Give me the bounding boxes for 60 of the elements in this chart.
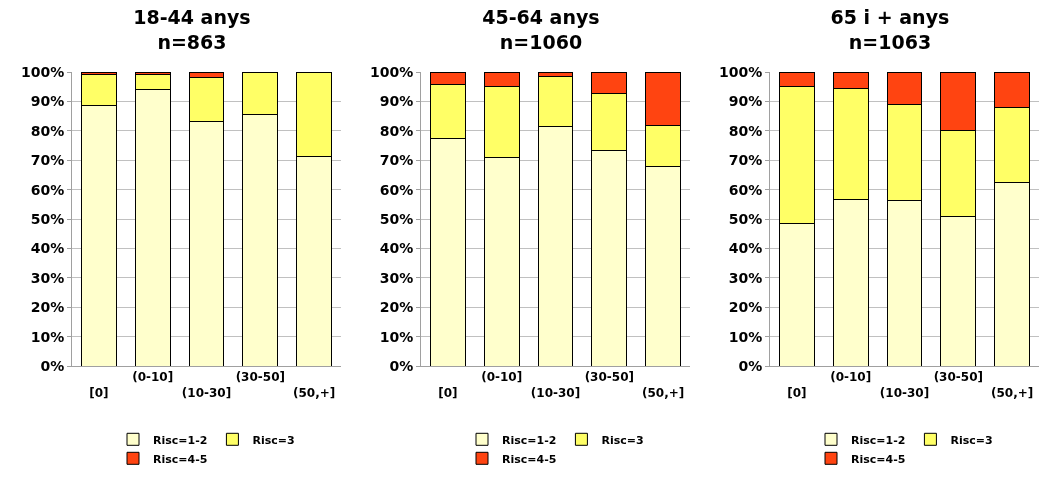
y-tick-label: 70% [728, 152, 763, 169]
y-tick-label: 60% [30, 181, 65, 198]
x-tick-label: [0] [438, 386, 458, 400]
y-tick-label: 60% [728, 181, 763, 198]
y-tick-label: 30% [728, 269, 763, 286]
y-tick-label: 30% [30, 269, 65, 286]
y-tick-label: 80% [728, 122, 763, 139]
y-tick-label: 90% [379, 93, 414, 110]
y-tick-label: 20% [728, 299, 763, 316]
y-tick-label: 80% [379, 122, 414, 139]
x-tick-label: (0-10] [830, 370, 872, 385]
y-tick-label: 100% [20, 63, 65, 80]
y-tick-label: 40% [30, 240, 65, 257]
y-tick-label: 10% [30, 328, 65, 345]
y-tick-label: 70% [379, 152, 414, 169]
legend-label: Risc=4-5 [851, 452, 906, 466]
x-tick-label: (50,+] [990, 386, 1034, 400]
legend-label: Risc=1-2 [502, 433, 557, 447]
x-tick-label: [0] [89, 386, 109, 400]
y-tick-label: 0% [738, 357, 763, 374]
x-tick-label: (10-30] [181, 386, 232, 400]
chart-title: 65 i + anys n=1063 [830, 6, 950, 53]
chart-title: 18-44 anys n=863 [133, 6, 251, 53]
y-tick-label: 90% [728, 93, 763, 110]
x-tick-label: (10-30] [879, 386, 930, 400]
legend-label: Risc=4-5 [502, 452, 557, 466]
x-tick-label: [0] [787, 386, 807, 400]
y-tick-label: 50% [379, 210, 414, 227]
y-tick-label: 10% [728, 328, 763, 345]
y-tick-label: 100% [718, 63, 763, 80]
legend-label: Risc=4-5 [153, 452, 208, 466]
x-tick-label: (30-50] [235, 370, 285, 385]
x-tick-label: (50,+] [292, 386, 336, 400]
y-tick-label: 0% [389, 357, 414, 374]
y-tick-label: 50% [30, 210, 65, 227]
y-tick-label: 60% [379, 181, 414, 198]
x-tick-label: (50,+] [641, 386, 685, 400]
y-tick-label: 0% [40, 357, 65, 374]
y-tick-label: 80% [30, 122, 65, 139]
legend-label: Risc=3 [601, 433, 644, 447]
y-tick-label: 20% [30, 299, 65, 316]
y-tick-label: 70% [30, 152, 65, 169]
chart-title: 45-64 anys n=1060 [482, 6, 600, 53]
y-tick-label: 40% [728, 240, 763, 257]
legend-label: Risc=1-2 [153, 433, 208, 447]
y-tick-label: 40% [379, 240, 414, 257]
y-tick-label: 10% [379, 328, 414, 345]
y-tick-label: 20% [379, 299, 414, 316]
y-tick-label: 100% [369, 63, 414, 80]
legend-label: Risc=3 [252, 433, 295, 447]
legend-label: Risc=1-2 [851, 433, 906, 447]
x-tick-label: (30-50] [933, 370, 983, 385]
y-tick-label: 30% [379, 269, 414, 286]
y-tick-label: 50% [728, 210, 763, 227]
x-tick-label: (0-10] [132, 370, 174, 385]
x-tick-label: (0-10] [481, 370, 523, 385]
x-tick-label: (10-30] [530, 386, 581, 400]
x-tick-label: (30-50] [584, 370, 634, 385]
legend-label: Risc=3 [950, 433, 993, 447]
y-tick-label: 90% [30, 93, 65, 110]
